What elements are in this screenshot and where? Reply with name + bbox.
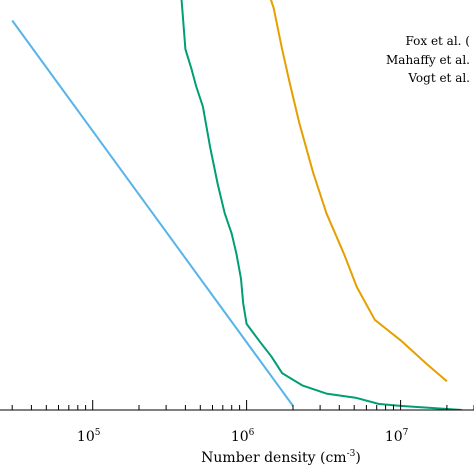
series-line-3: [269, 0, 448, 383]
legend-entry-2: Mahaffy et al.: [386, 53, 470, 67]
series-line-1: [11, 19, 294, 407]
series-layer: [11, 0, 462, 410]
legend-entry-3: Vogt et al.: [407, 71, 470, 85]
legend-entry-1: Fox et al. (: [405, 34, 470, 48]
series-line-2: [180, 0, 462, 410]
x-axis-ticks: 105 106 107: [11, 400, 474, 445]
legend: Fox et al. ( Mahaffy et al. Vogt et al.: [386, 34, 470, 85]
x-tick-label: 106: [231, 428, 255, 445]
x-axis-label: Number density (cm-3): [201, 449, 361, 466]
x-tick-label: 105: [77, 428, 101, 445]
x-tick-label: 107: [385, 428, 409, 445]
